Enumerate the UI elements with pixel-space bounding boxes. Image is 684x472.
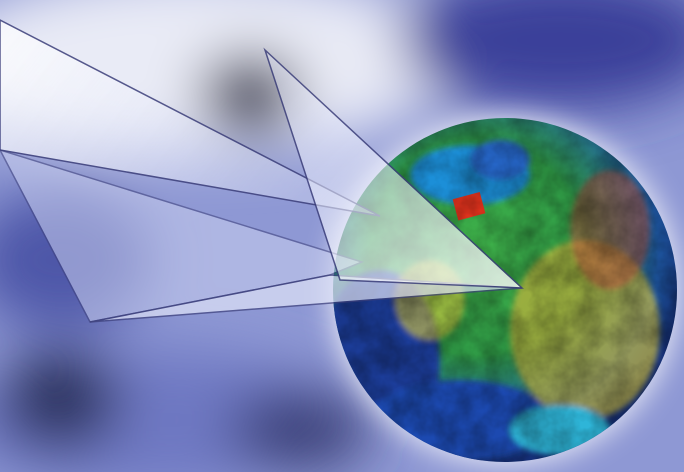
arrows — [0, 19, 525, 323]
arrow — [0, 19, 381, 217]
arrow — [263, 47, 525, 289]
